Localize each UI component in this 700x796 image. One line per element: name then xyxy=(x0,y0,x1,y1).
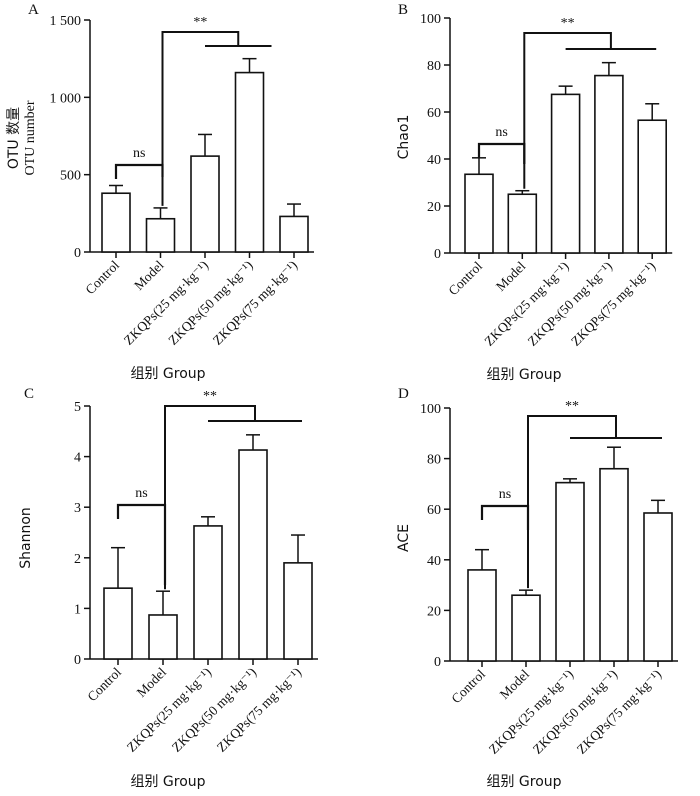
y-tick-label: 60 xyxy=(427,106,441,121)
y-axis-label-secondary: OTU number xyxy=(23,100,38,175)
category-label: ZKQPs(25 mg·kg⁻¹) xyxy=(124,665,214,755)
y-tick-label: 2 xyxy=(74,552,81,567)
panel-label: A xyxy=(28,2,39,18)
category-label: ZKQPs(50 mg·kg⁻¹) xyxy=(165,258,255,348)
bar xyxy=(594,74,624,254)
category-label: Control xyxy=(445,258,485,298)
y-tick-label: 0 xyxy=(434,247,441,262)
y-axis-label: Shannon xyxy=(18,507,34,569)
ns-bracket xyxy=(477,142,526,164)
significance-label: ** xyxy=(561,16,575,31)
panel-label: C xyxy=(24,386,34,402)
category-label: Model xyxy=(493,258,529,294)
y-tick-label: 20 xyxy=(427,200,441,215)
bar xyxy=(145,217,176,253)
category-label: ZKQPs(25 mg·kg⁻¹) xyxy=(486,667,576,757)
y-tick-label: 1 xyxy=(74,602,81,617)
bar xyxy=(238,449,268,660)
bar xyxy=(555,481,585,662)
y-axis-label: ACE xyxy=(396,524,412,552)
significance-bracket xyxy=(527,415,617,589)
ns-label: ns xyxy=(135,486,147,501)
significance-bracket xyxy=(164,405,256,590)
x-axis-label: 组别 Group xyxy=(486,774,561,790)
bar xyxy=(193,525,223,660)
category-label: ZKQPs(50 mg·kg⁻¹) xyxy=(530,667,620,757)
significance-bracket xyxy=(523,32,612,189)
category-label: ZKQPs(50 mg·kg⁻¹) xyxy=(169,665,259,755)
bar xyxy=(234,71,265,253)
y-tick-label: 40 xyxy=(427,554,441,569)
x-axis-label: 组别 Group xyxy=(486,367,561,383)
significance-label: ** xyxy=(565,399,579,414)
bar xyxy=(101,192,131,253)
ns-bracket xyxy=(480,504,530,530)
bar xyxy=(507,193,538,254)
y-tick-label: 500 xyxy=(60,169,81,184)
panel-label: D xyxy=(398,386,409,402)
y-tick-label: 20 xyxy=(427,604,441,619)
ns-label: ns xyxy=(133,146,145,161)
y-tick-label: 0 xyxy=(74,246,81,261)
bar xyxy=(643,512,673,662)
ns-bracket xyxy=(114,163,164,179)
bar xyxy=(511,594,541,662)
category-label: Control xyxy=(82,257,122,297)
category-label: Model xyxy=(497,666,533,702)
bar xyxy=(190,155,220,253)
y-axis-label: OTU 数量 xyxy=(6,107,22,169)
category-label: ZKQPs(75 mg·kg⁻¹) xyxy=(214,665,304,755)
y-tick-label: 60 xyxy=(427,503,441,518)
significance-label: ** xyxy=(193,15,207,30)
y-tick-label: 100 xyxy=(420,402,441,417)
bar xyxy=(464,173,494,254)
category-label: ZKQPs(25 mg·kg⁻¹) xyxy=(121,258,211,348)
category-label: Model xyxy=(131,257,167,293)
category-label: Model xyxy=(134,664,170,700)
y-tick-label: 1 500 xyxy=(50,14,82,29)
category-label: ZKQPs(75 mg·kg⁻¹) xyxy=(574,667,664,757)
bar xyxy=(467,569,497,662)
y-tick-label: 40 xyxy=(427,153,441,168)
y-tick-label: 4 xyxy=(74,451,81,466)
y-axis-label: Chao1 xyxy=(396,115,412,160)
y-tick-label: 100 xyxy=(420,12,441,27)
panel-label: B xyxy=(398,2,408,18)
y-tick-label: 80 xyxy=(427,453,441,468)
y-tick-label: 1 000 xyxy=(50,91,82,106)
category-label: Control xyxy=(448,666,488,706)
y-tick-label: 3 xyxy=(74,501,81,516)
y-tick-label: 80 xyxy=(427,59,441,74)
bar xyxy=(103,587,133,660)
y-tick-label: 0 xyxy=(74,653,81,668)
ns-bracket xyxy=(116,503,167,585)
y-tick-label: 0 xyxy=(434,655,441,670)
bar xyxy=(637,119,668,254)
chart-panel-a: A 0 500 1 000 1 500 OTU 数量 OTU number Control Mo… xyxy=(6,2,314,382)
bar xyxy=(599,467,629,662)
significance-label: ** xyxy=(203,389,217,404)
significance-bracket xyxy=(161,31,240,206)
category-label: ZKQPs(75 mg·kg⁻¹) xyxy=(210,258,300,348)
x-axis-label: 组别 Group xyxy=(130,774,205,790)
y-tick-label: 5 xyxy=(74,400,81,415)
ns-label: ns xyxy=(495,125,507,140)
category-label: ZKQPs(75 mg·kg⁻¹) xyxy=(568,259,658,349)
bar xyxy=(279,215,309,253)
bar xyxy=(283,562,313,660)
category-label: Control xyxy=(84,664,124,704)
bar xyxy=(148,614,178,660)
ns-label: ns xyxy=(499,487,511,502)
x-axis-label: 组别 Group xyxy=(130,366,205,382)
bar xyxy=(550,93,581,254)
